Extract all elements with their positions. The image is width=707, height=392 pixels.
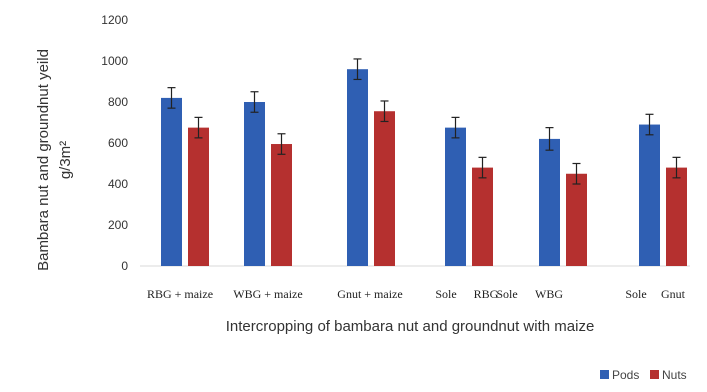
y-tick-label: 800 — [108, 95, 128, 109]
legend: Pods Nuts — [600, 368, 687, 382]
y-tick-label: 0 — [121, 259, 128, 273]
bar-pods-3 — [347, 69, 368, 266]
error-bar — [194, 116, 203, 139]
error-bar — [380, 100, 389, 123]
legend-label-nuts: Nuts — [662, 368, 687, 382]
y-tick-label: 400 — [108, 177, 128, 191]
category-label: Gnut + maize — [337, 287, 402, 301]
error-bars-group — [167, 58, 681, 185]
bar-nuts-4 — [472, 167, 493, 266]
category-label: Gnut — [661, 287, 686, 301]
error-bar — [451, 116, 460, 139]
legend-swatch-nuts — [650, 370, 659, 379]
error-bar — [277, 133, 286, 155]
legend-label-pods: Pods — [612, 368, 639, 382]
bar-pods-4 — [445, 127, 466, 266]
bar-nuts-1 — [188, 127, 209, 266]
error-bar — [250, 91, 259, 113]
bar-pods-5 — [539, 138, 560, 266]
bar-pods-6 — [639, 124, 660, 266]
bar-pods-1 — [161, 97, 182, 267]
bar-nuts-3 — [374, 111, 395, 266]
error-bar — [167, 87, 176, 109]
category-label: Sole — [496, 287, 517, 301]
category-labels: RBG + maize WBG + maize Gnut + maize Sole RB… — [147, 287, 686, 301]
y-tick-label: 1200 — [101, 13, 128, 27]
bar-nuts-2 — [271, 144, 292, 266]
category-label: RBG + maize — [147, 287, 213, 301]
category-label: WBG — [535, 287, 563, 301]
y-axis-ticks: 0 200 400 600 800 1000 1200 — [101, 13, 128, 273]
y-tick-label: 1000 — [101, 54, 128, 68]
y-axis-title-line2: g/3m² — [57, 141, 74, 179]
bar-pods-2 — [244, 102, 265, 266]
y-tick-label: 200 — [108, 218, 128, 232]
category-label: RBG — [474, 287, 499, 301]
bar-nuts-5 — [566, 173, 587, 266]
error-bar — [672, 156, 681, 179]
error-bar — [572, 162, 581, 185]
error-bar — [545, 127, 554, 151]
error-bar — [645, 113, 654, 136]
x-axis-title: Intercropping of bambara nut and groundn… — [226, 318, 595, 335]
bar-nuts-6 — [666, 167, 687, 266]
category-label: Sole — [435, 287, 456, 301]
error-bar — [353, 58, 362, 81]
category-label: WBG + maize — [233, 287, 302, 301]
category-label: Sole — [625, 287, 646, 301]
y-axis-title-line1: Bambara nut and groundnut yeild — [35, 49, 52, 271]
y-tick-label: 600 — [108, 136, 128, 150]
bars-group — [161, 69, 687, 267]
legend-swatch-pods — [600, 370, 609, 379]
error-bar — [478, 156, 487, 179]
